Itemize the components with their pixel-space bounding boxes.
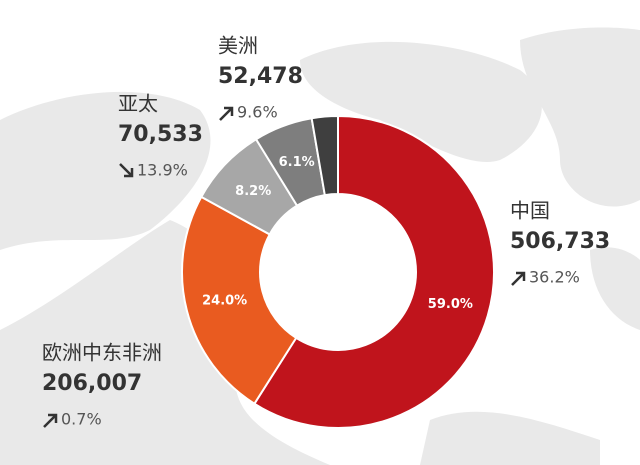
region-amount: 70,533 <box>118 122 203 147</box>
change-arrow <box>43 413 58 428</box>
region-change: 13.9% <box>137 161 188 180</box>
change-arrow <box>219 106 234 121</box>
value-label: 24.0% <box>202 294 247 309</box>
donut-segment <box>310 114 339 197</box>
region-change: 0.7% <box>61 410 102 429</box>
change-arrow <box>511 271 526 286</box>
donut-segment <box>181 195 298 406</box>
region-amount: 506,733 <box>510 229 610 254</box>
region-name: 中国 <box>510 199 550 223</box>
value-label: 8.2% <box>235 184 271 199</box>
value-label: 6.1% <box>279 155 315 170</box>
donut-segment <box>253 114 495 429</box>
region-name: 美洲 <box>218 34 258 58</box>
region-change: 9.6% <box>237 103 278 122</box>
value-label: 59.0% <box>428 297 473 312</box>
region-name: 亚太 <box>118 92 158 116</box>
region-name: 欧洲中东非洲 <box>42 341 162 365</box>
region-amount: 52,478 <box>218 64 303 89</box>
map-background <box>0 27 640 465</box>
change-arrow <box>119 163 134 178</box>
region-amount: 206,007 <box>42 371 142 396</box>
region-change: 36.2% <box>529 268 580 287</box>
